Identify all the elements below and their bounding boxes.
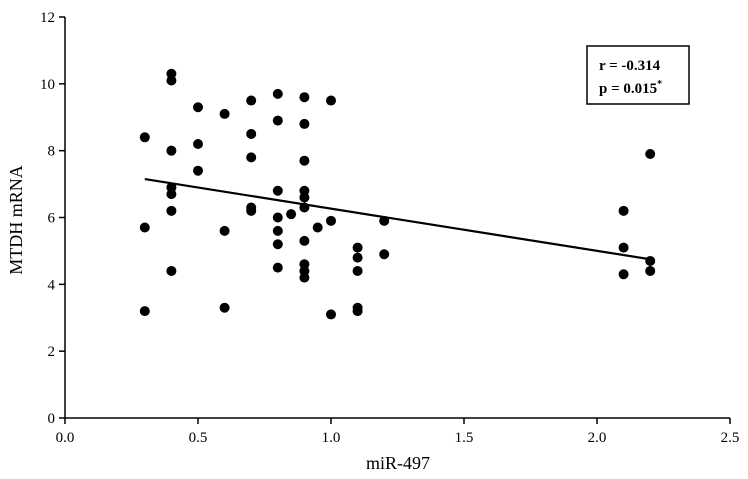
x-tick-label: 1.5 [455,430,474,446]
data-point [246,128,257,139]
data-point [352,265,363,276]
data-point [246,152,257,163]
data-point [299,92,310,103]
data-point [272,115,283,126]
data-point [166,189,177,200]
data-point [166,205,177,216]
data-point [193,165,203,176]
x-axis-title: miR-497 [366,453,430,473]
data-point [219,302,230,313]
data-point [618,242,629,253]
stats-p-value: p = 0.015 [599,81,657,97]
data-point [272,212,283,223]
data-point [299,235,310,246]
data-point [166,75,177,86]
data-point [166,145,177,156]
data-point [299,118,310,129]
data-point [326,215,336,226]
data-point [139,306,150,317]
y-tick-label: 6 [48,211,56,227]
data-point [326,95,336,106]
y-tick-label: 8 [48,144,56,160]
y-axis-title: MTDH mRNA [6,165,26,275]
data-point [312,222,323,233]
data-point [352,306,363,317]
data-point [272,88,283,99]
y-tick-label: 2 [48,344,56,360]
data-point [246,95,257,106]
x-tick-label: 2.0 [588,430,607,446]
stats-p-superscript: * [657,79,662,90]
data-point [352,252,363,263]
data-point [645,265,656,276]
data-point [299,202,310,213]
data-point [193,138,203,149]
data-point [272,225,283,236]
data-point [326,309,336,320]
stats-p-text: p = 0.015* [599,79,662,97]
data-point [166,265,177,276]
y-tick-label: 10 [40,77,55,93]
data-point [299,155,310,166]
data-point [618,269,629,280]
data-point [139,222,150,233]
x-tick-label: 0.5 [189,430,208,446]
data-point [299,272,310,283]
x-tick-label: 2.5 [721,430,740,446]
data-point [379,249,390,260]
x-tick-label: 0.0 [56,430,75,446]
data-point [618,205,629,216]
data-point [352,242,363,253]
x-tick-label: 1.0 [322,430,341,446]
trend-line [144,177,651,261]
data-point [272,239,283,250]
data-point [286,209,297,220]
data-point [219,108,230,119]
data-point [645,149,656,160]
y-tick-label: 4 [48,277,56,293]
stats-annotation: r = -0.314 p = 0.015* [586,45,690,105]
plot-area: 0 2 4 6 8 10 12 0.0 0.5 1.0 1.5 2.0 2.5 [40,10,739,446]
y-tick-label: 0 [48,411,56,427]
stats-r-text: r = -0.314 [599,58,661,74]
data-point [219,225,230,236]
y-tick-label: 12 [40,10,55,26]
stats-box [586,45,690,105]
data-point [193,102,203,113]
data-point [645,255,656,266]
data-point [246,205,257,216]
data-point [299,192,310,203]
data-point [272,262,283,273]
data-point [139,132,150,143]
data-point [379,215,390,226]
data-point [272,185,283,196]
